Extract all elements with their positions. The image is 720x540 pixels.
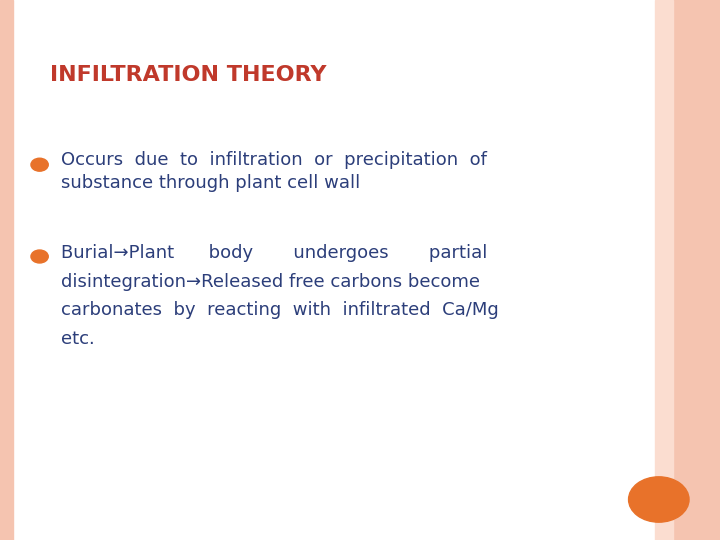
Text: substance through plant cell wall: substance through plant cell wall (61, 174, 361, 192)
Circle shape (31, 158, 48, 171)
Circle shape (629, 477, 689, 522)
Text: carbonates  by  reacting  with  infiltrated  Ca/Mg: carbonates by reacting with infiltrated … (61, 301, 499, 319)
Text: Occurs  due  to  infiltration  or  precipitation  of: Occurs due to infiltration or precipitat… (61, 151, 487, 169)
Text: INFILTRATION THEORY: INFILTRATION THEORY (50, 65, 327, 85)
Text: Burial→Plant      body       undergoes       partial: Burial→Plant body undergoes partial (61, 244, 487, 262)
Circle shape (31, 250, 48, 263)
Bar (655, 0, 673, 540)
Text: disintegration→Released free carbons become: disintegration→Released free carbons bec… (61, 273, 480, 291)
Bar (673, 0, 720, 540)
Text: etc.: etc. (61, 330, 95, 348)
Bar (0, 0, 13, 540)
